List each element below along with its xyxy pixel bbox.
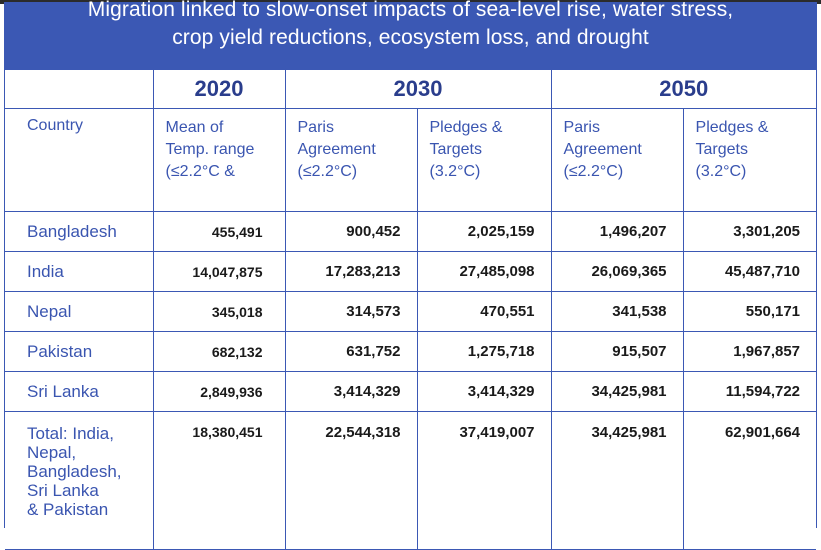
header-line: Paris	[297, 119, 334, 136]
total-label-line: Sri Lanka	[27, 481, 99, 500]
country-cell: Pakistan	[5, 331, 154, 372]
total-label-line: Nepal,	[27, 443, 77, 462]
paris-2030-header: Paris Agreement (≤2.2°C)	[284, 108, 418, 212]
header-line: (≤2.2°C)	[563, 163, 624, 180]
pledges-2050-cell: 550,171	[682, 291, 817, 332]
paris-2030-cell: 314,573	[284, 291, 418, 332]
paris-2050-header: Paris Agreement (≤2.2°C)	[550, 108, 684, 212]
header-line: Paris	[563, 119, 600, 136]
country-cell: Bangladesh	[5, 211, 154, 252]
paris-2050-cell: 341,538	[550, 291, 684, 332]
paris-2030-cell: 631,752	[284, 331, 418, 372]
header-line: (3.2°C)	[695, 163, 747, 180]
pledges-2030-cell: 1,275,718	[416, 331, 552, 372]
total-paris-2050-cell: 34,425,981	[550, 411, 684, 550]
migration-table-wrapper: 2020 2030 2050 Country Mean of Temp. ran…	[4, 70, 817, 550]
value-2020-cell: 2,849,936	[152, 371, 286, 412]
pledges-2030-cell: 2,025,159	[416, 211, 552, 252]
pledges-2030-cell: 27,485,098	[416, 251, 552, 292]
country-cell: Nepal	[5, 291, 154, 332]
country-cell: Sri Lanka	[5, 371, 154, 412]
table-title: Migration linked to slow-onset impacts o…	[4, 0, 817, 70]
country-column-header: Country	[5, 108, 154, 212]
header-line: Pledges &	[695, 119, 769, 136]
value-2020-cell: 455,491	[152, 211, 286, 252]
total-pledges-2030-cell: 37,419,007	[416, 411, 552, 550]
header-line: (≤2.2°C)	[297, 163, 358, 180]
pledges-2050-cell: 45,487,710	[682, 251, 817, 292]
value-2020-cell: 14,047,875	[152, 251, 286, 292]
value-2020-cell: 682,132	[152, 331, 286, 372]
paris-2030-cell: 3,414,329	[284, 371, 418, 412]
country-cell: India	[5, 251, 154, 292]
value-2020-cell: 345,018	[152, 291, 286, 332]
year-header-row: 2020 2030 2050	[5, 70, 817, 109]
year-2050-header: 2050	[550, 70, 817, 109]
pledges-2050-cell: 1,967,857	[682, 331, 817, 372]
header-line: Targets	[695, 141, 748, 158]
title-line-2: crop yield reductions, ecosystem loss, a…	[172, 26, 649, 49]
total-label-line: Total: India,	[27, 424, 114, 443]
header-line: Temp. range	[165, 141, 255, 158]
header-line: (≤2.2°C &	[165, 163, 235, 180]
paris-2050-cell: 34,425,981	[550, 371, 684, 412]
header-line: (3.2°C)	[429, 163, 481, 180]
table-row: India 14,047,875 17,283,213 27,485,098 2…	[5, 251, 817, 292]
pledges-2030-cell: 3,414,329	[416, 371, 552, 412]
paris-2050-cell: 1,496,207	[550, 211, 684, 252]
total-row: Total: India, Nepal, Bangladesh, Sri Lan…	[5, 411, 817, 550]
header-line: Targets	[429, 141, 482, 158]
column-header-row: Country Mean of Temp. range (≤2.2°C & Pa…	[5, 108, 817, 212]
header-line: Pledges &	[429, 119, 503, 136]
paris-2050-cell: 915,507	[550, 331, 684, 372]
header-line: Mean of	[165, 119, 224, 136]
total-paris-2030-cell: 22,544,318	[284, 411, 418, 550]
total-pledges-2050-cell: 62,901,664	[682, 411, 817, 550]
pledges-2050-cell: 3,301,205	[682, 211, 817, 252]
title-line-1: Migration linked to slow-onset impacts o…	[87, 0, 734, 21]
mean-2020-header: Mean of Temp. range (≤2.2°C &	[152, 108, 286, 212]
total-label-line: & Pakistan	[27, 500, 109, 519]
table-row: Nepal 345,018 314,573 470,551 341,538 55…	[5, 291, 817, 332]
migration-table: 2020 2030 2050 Country Mean of Temp. ran…	[5, 70, 817, 550]
header-line: Agreement	[563, 141, 642, 158]
total-label-line: Bangladesh,	[27, 462, 122, 481]
pledges-2050-cell: 11,594,722	[682, 371, 817, 412]
pledges-2030-header: Pledges & Targets (3.2°C)	[416, 108, 552, 212]
year-header-empty	[5, 70, 154, 109]
total-2020-cell: 18,380,451	[152, 411, 286, 550]
header-line: Agreement	[297, 141, 376, 158]
total-label-cell: Total: India, Nepal, Bangladesh, Sri Lan…	[5, 411, 154, 550]
year-2030-header: 2030	[284, 70, 552, 109]
pledges-2030-cell: 470,551	[416, 291, 552, 332]
table-row: Bangladesh 455,491 900,452 2,025,159 1,4…	[5, 211, 817, 252]
paris-2030-cell: 17,283,213	[284, 251, 418, 292]
paris-2030-cell: 900,452	[284, 211, 418, 252]
paris-2050-cell: 26,069,365	[550, 251, 684, 292]
year-2020-header: 2020	[152, 70, 286, 109]
table-row: Sri Lanka 2,849,936 3,414,329 3,414,329 …	[5, 371, 817, 412]
table-row: Pakistan 682,132 631,752 1,275,718 915,5…	[5, 331, 817, 372]
pledges-2050-header: Pledges & Targets (3.2°C)	[682, 108, 817, 212]
